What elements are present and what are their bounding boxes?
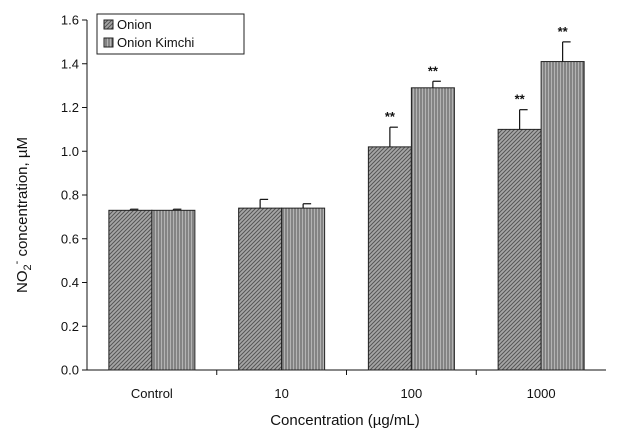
bar-onion-kimchi xyxy=(281,207,326,371)
significance-label: ** xyxy=(515,92,526,107)
x-tick-label: 10 xyxy=(274,386,288,401)
bar-onion xyxy=(108,209,153,371)
significance-label: ** xyxy=(385,109,396,124)
x-tick-label: 100 xyxy=(401,386,423,401)
significance-label: ** xyxy=(558,24,569,39)
legend-label-onion: Onion xyxy=(117,17,152,32)
y-tick-label: 1.4 xyxy=(61,56,79,71)
y-tick-label: 0.6 xyxy=(61,231,79,246)
y-axis-title: NO2- concentration, µM xyxy=(11,137,34,293)
y-tick-label: 1.2 xyxy=(61,100,79,115)
significance-label: ** xyxy=(428,63,439,78)
bar-onion xyxy=(238,207,283,371)
legend-label-onion-kimchi: Onion Kimchi xyxy=(117,35,194,50)
bar-onion-kimchi xyxy=(410,87,455,371)
x-axis-title: Concentration (µg/mL) xyxy=(270,412,420,429)
bar-onion-kimchi xyxy=(151,209,196,371)
bar-onion xyxy=(497,128,542,371)
plot-area: 0.0 0.2 0.4 0.6 0.8 1.0 1.2 1.4 1.6 Control 10 100 *… xyxy=(61,13,606,401)
y-tick-label: 0.0 xyxy=(61,363,79,378)
x-tick-label: Control xyxy=(131,386,173,401)
bar-onion-kimchi xyxy=(540,61,585,371)
bar-onion xyxy=(367,146,412,371)
y-tick-label: 0.2 xyxy=(61,319,79,334)
y-tick-label: 1.6 xyxy=(61,13,79,28)
legend-swatch-onion xyxy=(103,19,114,30)
y-tick-label: 0.8 xyxy=(61,188,79,203)
y-tick-label: 0.4 xyxy=(61,275,79,290)
y-tick-label: 1.0 xyxy=(61,144,79,159)
legend-box xyxy=(96,13,245,55)
x-tick-label: 1000 xyxy=(527,386,556,401)
legend: Onion Onion Kimchi xyxy=(96,13,245,55)
legend-swatch-onion-kimchi xyxy=(103,37,114,48)
